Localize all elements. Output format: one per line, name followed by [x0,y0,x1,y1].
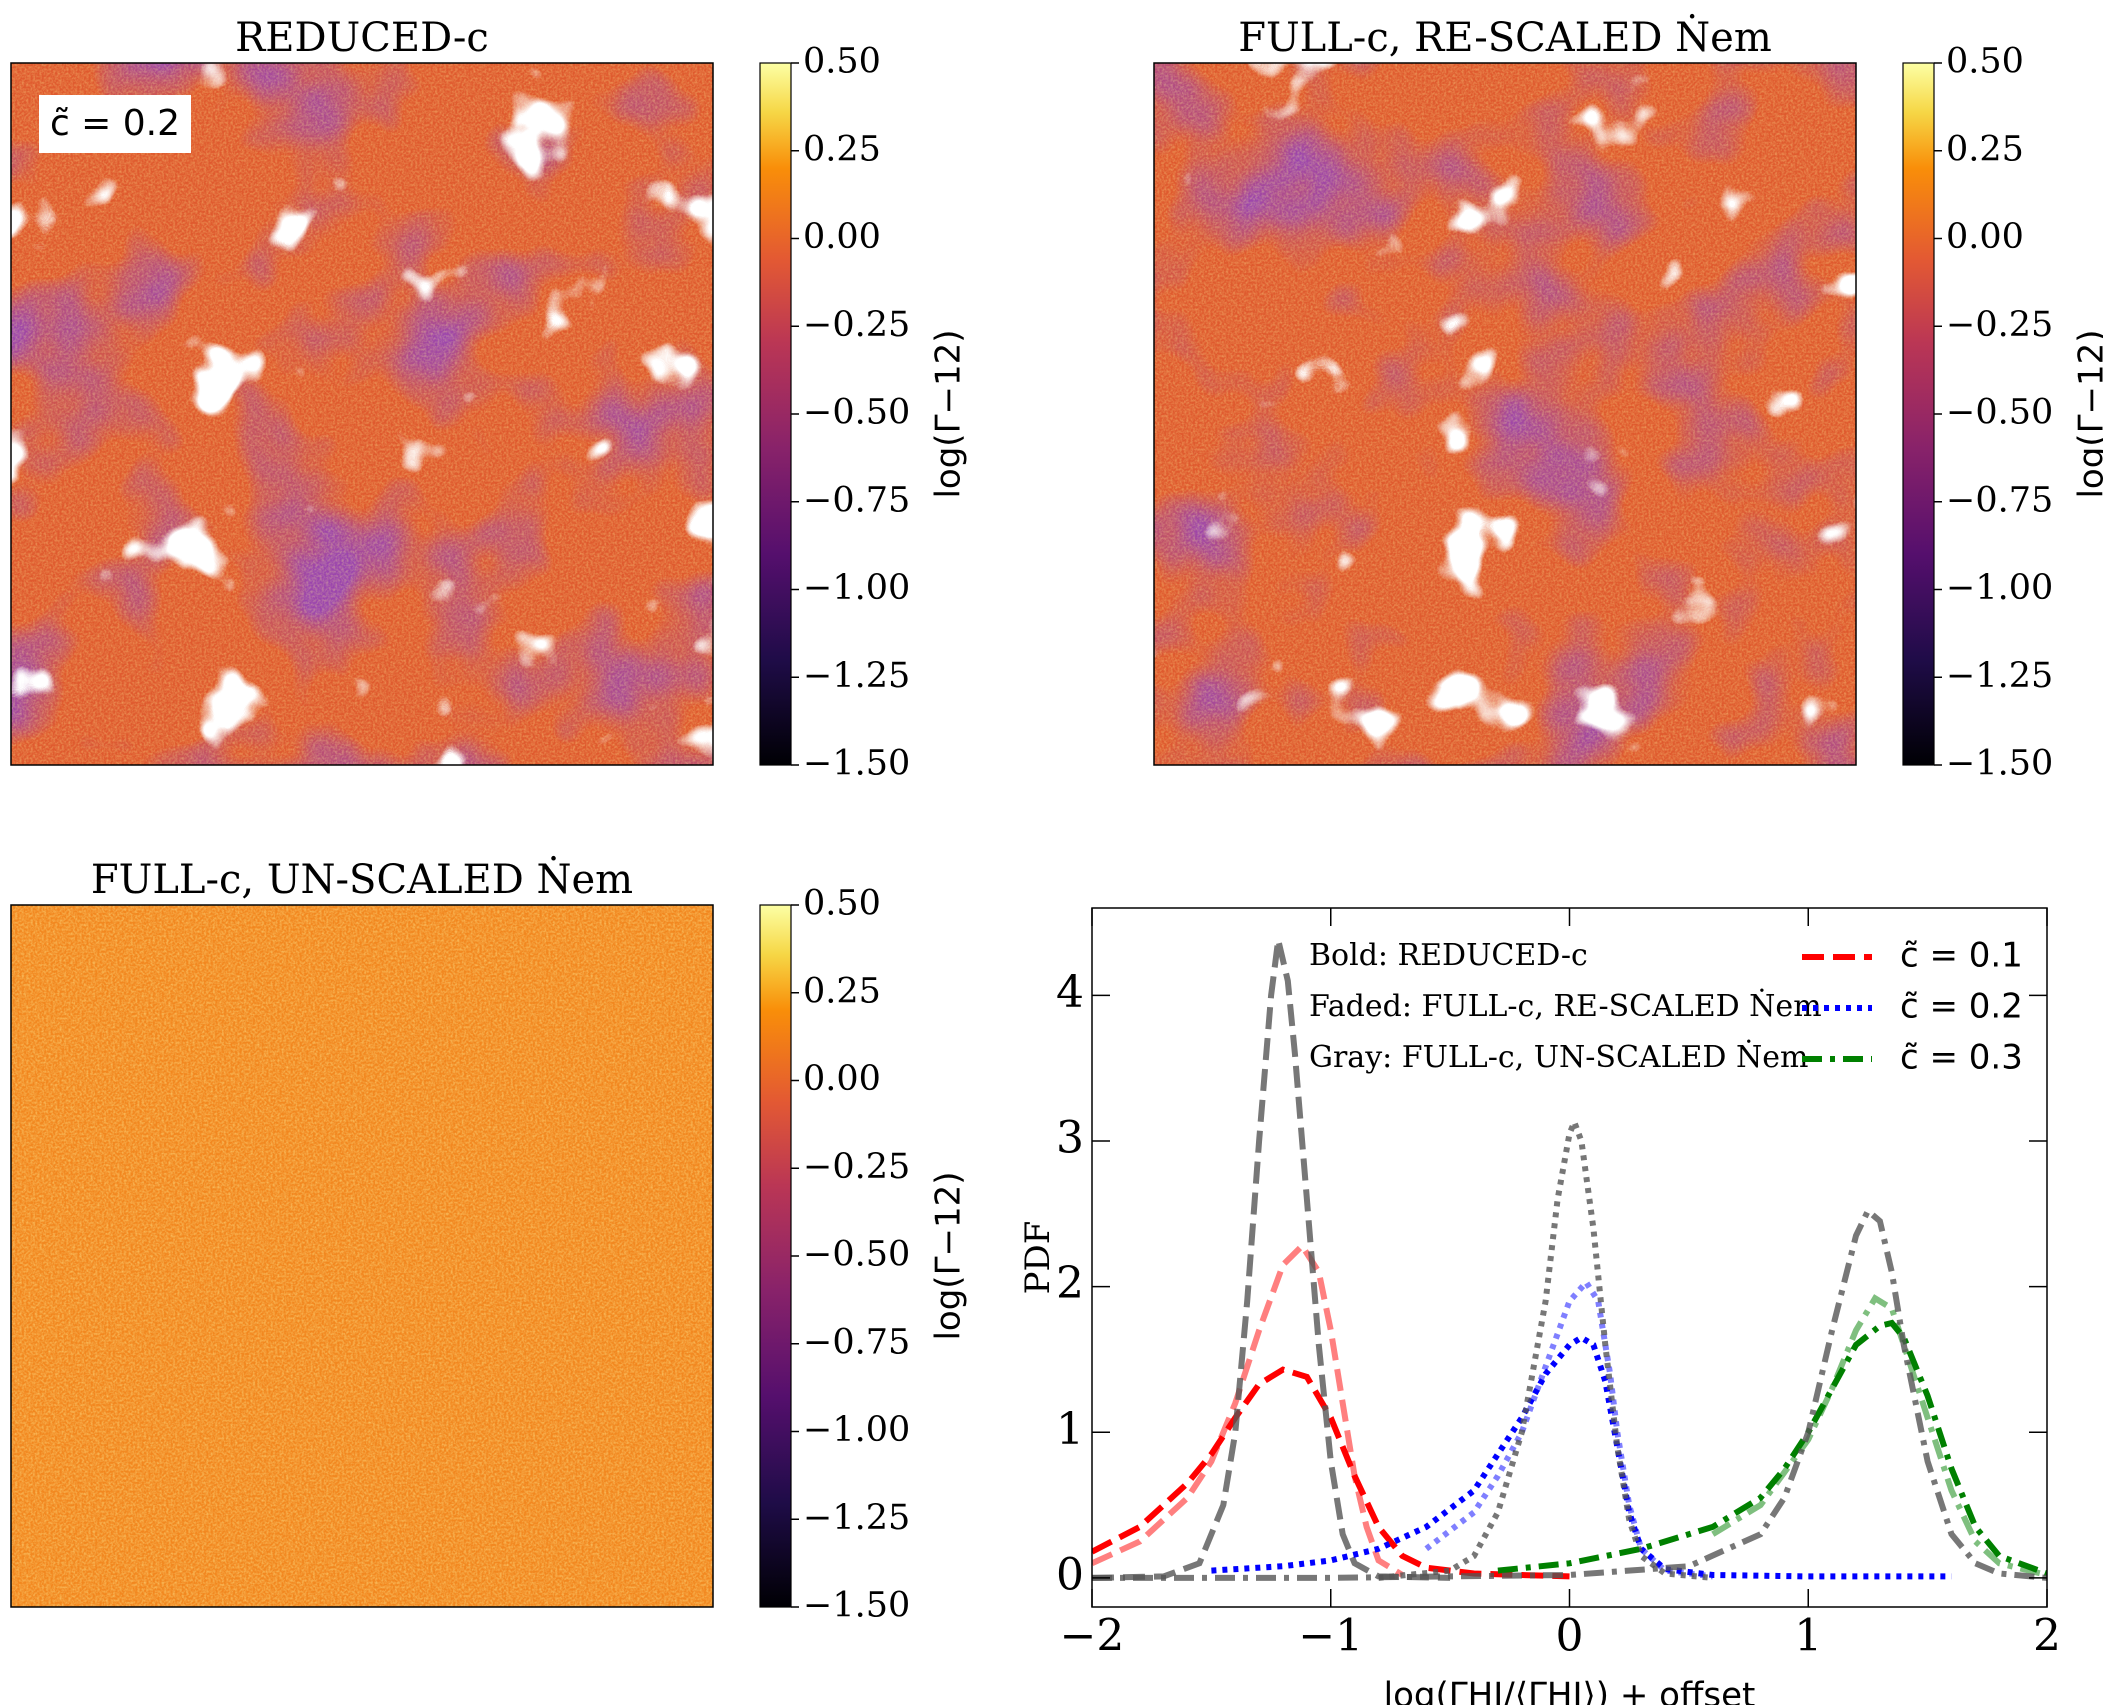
colorbar [1902,62,1935,766]
colorbar-tick-label: −1.25 [803,656,910,696]
annotation-box [39,95,191,153]
y-tick-label: 0 [1056,1549,1084,1600]
x-tick-label: −2 [1060,1611,1125,1662]
y-tick-label: 4 [1056,967,1084,1018]
map-title: REDUCED-c [235,15,489,61]
colorbar [759,904,792,1608]
colorbar-tick-label: −0.50 [803,1235,910,1275]
colorbar-tick-label: −1.25 [1946,656,2053,696]
colorbar-tick-label: −0.75 [803,480,910,520]
map-title: FULL-c, RE-SCALED Ṅem [1238,14,1772,61]
colorbar-tick-label: 0.50 [803,884,881,924]
legend-label: c̃ = 0.3 [1900,1038,2023,1078]
y-tick-label: 3 [1056,1113,1084,1164]
colorbar-tick-label: −1.50 [803,1586,910,1626]
colorbar-tick-label: 0.25 [803,129,881,169]
map-neutral-regions [1154,63,1856,765]
pdf-line [1424,1277,1714,1580]
colorbar-label: log(Γ−12) [929,329,969,498]
colorbar-tick-label: −0.50 [803,393,910,433]
colorbar [759,62,792,766]
colorbar-tick-label: −0.25 [1946,305,2053,345]
pdf-line [1711,1294,2047,1578]
legend-label: c̃ = 0.1 [1900,936,2023,976]
pdf-line [1092,1366,1570,1580]
colorbar-tick-label: −0.75 [803,1322,910,1362]
pdf-line [1092,939,1451,1581]
x-tick-label: −1 [1298,1611,1363,1662]
legend-label: c̃ = 0.2 [1900,987,2023,1027]
x-tick-label: 2 [2033,1611,2061,1662]
y-tick-label: 1 [1056,1404,1084,1455]
y-tick-label: 2 [1056,1258,1084,1309]
x-tick-label: 1 [1794,1611,1822,1662]
colorbar-label: log(Γ−12) [929,1171,969,1340]
colorbar-tick-label: −1.50 [803,744,910,784]
pdf-line [1378,1113,1714,1581]
map-frame [10,904,714,1608]
pdf-line [1211,1334,1952,1580]
annotation: Bold: REDUCED-c [1309,938,1588,973]
colorbar-tick-label: 0.25 [1946,129,2024,169]
colorbar-tick-label: −1.00 [803,568,910,608]
map-frame [1153,62,1857,766]
colorbar-tick-label: −0.75 [1946,480,2053,520]
colorbar-tick-label: 0.25 [803,971,881,1011]
map-neutral-regions [11,63,713,765]
map-frame [10,62,714,766]
colorbar-label: log(Γ−12) [2072,329,2103,498]
colorbar-tick-label: −1.25 [803,1498,910,1538]
colorbar-tick-label: −1.00 [803,1410,910,1450]
colorbar-tick-label: 0.50 [803,42,881,82]
colorbar-tick-label: 0.00 [803,1059,881,1099]
colorbar-tick-label: 0.00 [803,217,881,257]
colorbar-tick-label: 0.00 [1946,217,2024,257]
map-title: FULL-c, UN-SCALED Ṅem [91,856,633,903]
colorbar-tick-label: 0.50 [1946,42,2024,82]
annotation: Faded: FULL-c, RE-SCALED Ṅem [1309,988,1822,1024]
colorbar-tick-label: −0.25 [803,1147,910,1187]
x-axis-label: log(ΓHI/⟨ΓHI⟩) + offset [1384,1676,1756,1705]
colorbar-tick-label: −1.00 [1946,568,2053,608]
map-annotation: c̃ = 0.2 [50,103,180,144]
x-tick-label: 0 [1556,1611,1584,1662]
colorbar-tick-label: −0.25 [803,305,910,345]
colorbar-tick-label: −1.50 [1946,744,2053,784]
pdf-line [1497,1319,2047,1577]
map-noise [11,905,713,1607]
annotation: Gray: FULL-c, UN-SCALED Ṅem [1309,1039,1808,1075]
y-axis-label: PDF [1018,1221,1058,1295]
pdf-line [1092,1206,2047,1581]
colorbar-tick-label: −0.50 [1946,393,2053,433]
pdf-line [1092,1241,1404,1578]
